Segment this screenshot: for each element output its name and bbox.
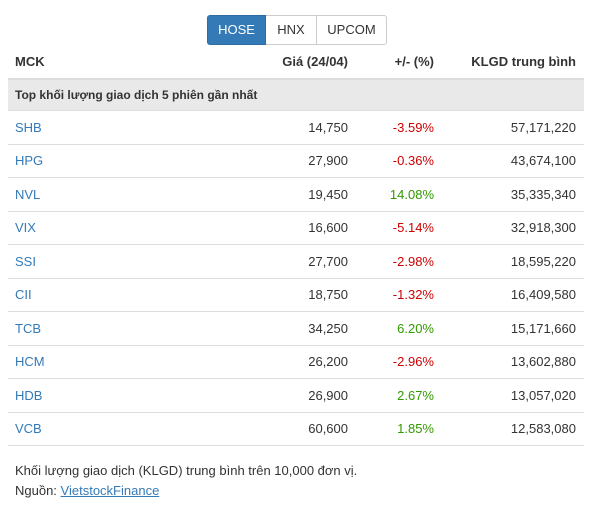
table-row: NVL 19,450 14.08% 35,335,340 <box>8 178 584 212</box>
cell-mck: SSI <box>8 254 188 269</box>
stock-symbol-link[interactable]: NVL <box>15 186 41 202</box>
tab-upcom[interactable]: UPCOM <box>316 15 387 45</box>
footnotes: Khối lượng giao dịch (KLGD) trung bình t… <box>15 461 357 501</box>
cell-price: 26,900 <box>308 387 348 403</box>
cell-price: 14,750 <box>308 119 348 135</box>
cell-vol: 57,171,220 <box>510 119 576 135</box>
cell-mck: NVL <box>8 187 188 202</box>
cell-vol: 35,335,340 <box>510 186 576 202</box>
top-volume-table: MCK Giá (24/04) +/- (%) KLGD trung bình … <box>8 45 584 446</box>
cell-vol: 32,918,300 <box>510 220 576 236</box>
cell-vol: 13,602,880 <box>510 354 576 370</box>
cell-mck: TCB <box>8 321 188 336</box>
header-price: Giá (24/04) <box>282 54 348 69</box>
stock-symbol-link[interactable]: VCB <box>15 421 42 437</box>
cell-price: 60,600 <box>308 421 348 437</box>
cell-mck: HPG <box>8 153 188 168</box>
cell-pct: -0.36% <box>392 153 434 169</box>
table-body: SHB 14,750 -3.59% 57,171,220 HPG 27,900 -0.36%… <box>8 111 584 446</box>
cell-pct: -5.14% <box>392 220 434 236</box>
cell-pct: -1.32% <box>392 287 434 303</box>
cell-price: 27,900 <box>308 153 348 169</box>
cell-vol: 18,595,220 <box>510 253 576 269</box>
source-line: Nguồn: VietstockFinance <box>15 481 357 501</box>
stock-symbol-link[interactable]: HDB <box>15 387 43 403</box>
cell-vol: 13,057,020 <box>510 387 576 403</box>
cell-pct: -2.98% <box>392 253 434 269</box>
cell-pct: -3.59% <box>392 119 434 135</box>
cell-mck: VCB <box>8 421 188 436</box>
section-title-row: Top khối lượng giao dịch 5 phiên gần nhấ… <box>8 80 584 111</box>
cell-vol: 12,583,080 <box>510 421 576 437</box>
cell-price: 16,600 <box>308 220 348 236</box>
source-label: Nguồn: <box>15 483 57 498</box>
table-row: CII 18,750 -1.32% 16,409,580 <box>8 279 584 312</box>
stock-symbol-link[interactable]: CII <box>15 287 32 303</box>
cell-vol: 15,171,660 <box>510 320 576 336</box>
stock-symbol-link[interactable]: HCM <box>15 354 45 370</box>
tab-hose[interactable]: HOSE <box>207 15 266 45</box>
header-pct: +/- (%) <box>394 54 434 69</box>
cell-price: 27,700 <box>308 253 348 269</box>
tab-hnx[interactable]: HNX <box>265 15 317 45</box>
cell-price: 26,200 <box>308 354 348 370</box>
stock-symbol-link[interactable]: SHB <box>15 119 42 135</box>
cell-pct: 2.67% <box>397 387 434 403</box>
table-row: HCM 26,200 -2.96% 13,602,880 <box>8 346 584 379</box>
cell-pct: 6.20% <box>397 320 434 336</box>
source-link[interactable]: VietstockFinance <box>60 483 160 498</box>
cell-mck: HCM <box>8 354 188 369</box>
cell-pct: 1.85% <box>397 421 434 437</box>
table-row: SHB 14,750 -3.59% 57,171,220 <box>8 111 584 145</box>
exchange-tabs: HOSE HNX UPCOM <box>207 15 387 45</box>
unit-note: Khối lượng giao dịch (KLGD) trung bình t… <box>15 463 358 478</box>
stock-symbol-link[interactable]: SSI <box>15 253 36 269</box>
table-row: HDB 26,900 2.67% 13,057,020 <box>8 379 584 413</box>
stock-symbol-link[interactable]: TCB <box>15 320 41 336</box>
table-row: VIX 16,600 -5.14% 32,918,300 <box>8 212 584 245</box>
header-vol: KLGD trung bình <box>471 54 576 69</box>
cell-mck: CII <box>8 287 188 302</box>
cell-vol: 16,409,580 <box>510 287 576 303</box>
cell-mck: SHB <box>8 120 188 135</box>
cell-mck: HDB <box>8 388 188 403</box>
cell-price: 34,250 <box>308 320 348 336</box>
cell-vol: 43,674,100 <box>510 153 576 169</box>
cell-pct: -2.96% <box>392 354 434 370</box>
table-header: MCK Giá (24/04) +/- (%) KLGD trung bình <box>8 45 584 80</box>
table-row: SSI 27,700 -2.98% 18,595,220 <box>8 245 584 279</box>
section-title: Top khối lượng giao dịch 5 phiên gần nhấ… <box>15 88 258 102</box>
cell-mck: VIX <box>8 220 188 235</box>
table-row: HPG 27,900 -0.36% 43,674,100 <box>8 145 584 178</box>
stock-symbol-link[interactable]: HPG <box>15 153 44 169</box>
cell-price: 18,750 <box>308 287 348 303</box>
cell-pct: 14.08% <box>389 186 434 202</box>
table-row: TCB 34,250 6.20% 15,171,660 <box>8 312 584 346</box>
cell-price: 19,450 <box>308 186 348 202</box>
table-row: VCB 60,600 1.85% 12,583,080 <box>8 413 584 446</box>
stock-symbol-link[interactable]: VIX <box>15 220 36 236</box>
header-mck: MCK <box>15 54 45 69</box>
